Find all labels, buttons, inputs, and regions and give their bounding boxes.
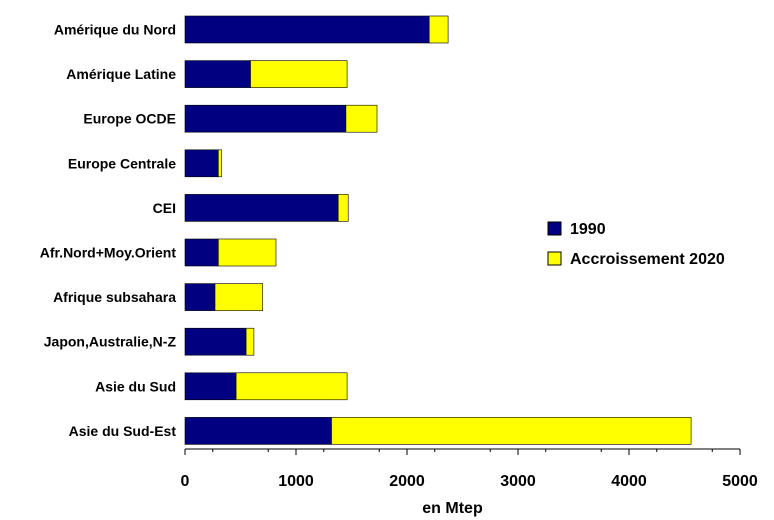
- x-tick-label: 3000: [500, 473, 536, 490]
- category-label: Europe OCDE: [83, 111, 176, 127]
- bar-increase: [331, 417, 692, 445]
- x-tick-label: 4000: [611, 473, 647, 490]
- x-tick-label: 0: [181, 473, 190, 490]
- category-label: CEI: [153, 200, 176, 216]
- bar-base: [184, 15, 430, 44]
- legend-label: Accroissement 2020: [570, 251, 725, 268]
- bar-base: [184, 327, 247, 356]
- bar-increase: [428, 15, 449, 44]
- bar-base: [184, 283, 216, 311]
- bar-base: [184, 60, 251, 88]
- bar-increase: [250, 60, 348, 88]
- bar-base: [184, 238, 219, 267]
- x-tick-label: 5000: [722, 473, 758, 490]
- category-label: Europe Centrale: [68, 155, 176, 171]
- bars-group: [184, 15, 692, 445]
- category-label: Amérique du Nord: [54, 22, 176, 38]
- category-label: Japon,Australie,N-Z: [44, 334, 177, 350]
- category-label: Amérique Latine: [66, 66, 176, 82]
- bar-increase: [218, 149, 222, 178]
- category-label: Asie du Sud-Est: [69, 423, 177, 439]
- bar-increase: [235, 372, 348, 401]
- bar-base: [184, 417, 332, 445]
- legend-swatch: [547, 221, 562, 236]
- legend-swatch: [547, 251, 562, 266]
- bar-increase: [245, 327, 255, 356]
- legend-label: 1990: [570, 221, 606, 238]
- bar-increase: [218, 238, 277, 267]
- x-tick-label: 1000: [278, 473, 314, 490]
- category-label: Afr.Nord+Moy.Orient: [40, 245, 177, 261]
- bar-base: [184, 104, 347, 133]
- bar-increase: [337, 194, 349, 222]
- x-axis-title: en Mtep: [422, 500, 483, 517]
- category-labels: Amérique du Nord Amérique Latine Europe OC…: [40, 22, 177, 439]
- category-label: Afrique subsahara: [53, 289, 176, 305]
- bar-increase: [214, 283, 264, 311]
- x-ticks: 0 1000 2000 3000 4000 5000: [181, 449, 758, 490]
- bar-increase: [345, 104, 378, 133]
- bar-base: [184, 194, 339, 222]
- category-label: Asie du Sud: [95, 378, 176, 394]
- x-tick-label: 2000: [389, 473, 425, 490]
- legend: 1990 Accroissement 2020: [547, 221, 725, 268]
- bar-base: [184, 372, 237, 401]
- bar-base: [184, 149, 219, 178]
